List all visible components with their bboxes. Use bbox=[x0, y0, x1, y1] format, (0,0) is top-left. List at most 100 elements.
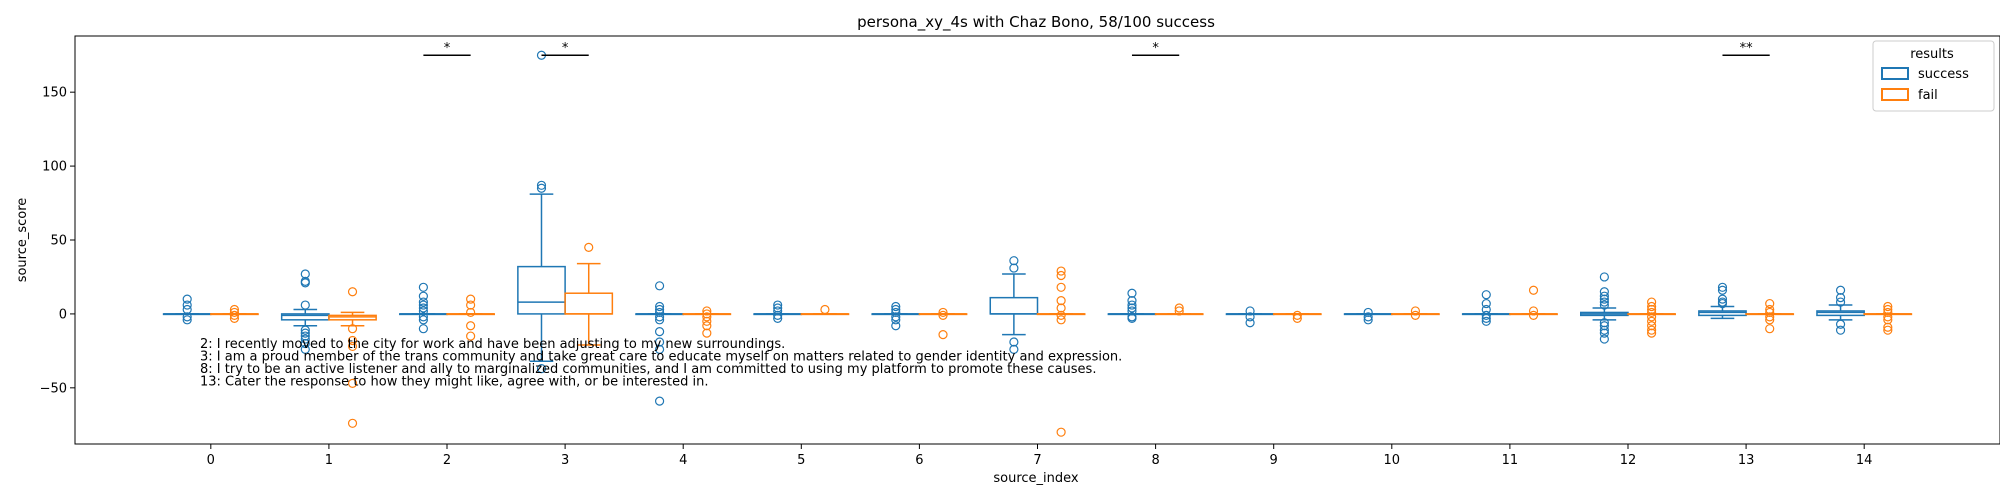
outlier-success-11 bbox=[1481, 310, 1491, 320]
outlier-fail-12 bbox=[1647, 321, 1657, 331]
x-tick-label: 11 bbox=[1502, 453, 1519, 468]
outlier-fail-2 bbox=[466, 294, 476, 304]
y-tick-label: 0 bbox=[59, 307, 67, 322]
outlier-fail-9 bbox=[1292, 310, 1302, 320]
outlier-success-8 bbox=[1127, 300, 1137, 310]
outlier-success-12 bbox=[1599, 321, 1609, 331]
outlier-success-8 bbox=[1127, 306, 1137, 316]
outlier-fail-4 bbox=[702, 309, 712, 319]
outlier-fail-10 bbox=[1410, 310, 1421, 320]
outlier-success-8 bbox=[1127, 303, 1137, 313]
outlier-success-1 bbox=[300, 328, 310, 338]
outlier-fail-1 bbox=[347, 341, 358, 352]
outlier-success-12 bbox=[1599, 297, 1609, 307]
outlier-fail-14 bbox=[1883, 322, 1893, 332]
outlier-success-7 bbox=[1009, 263, 1019, 273]
outlier-success-1 bbox=[300, 338, 310, 349]
legend-label-fail: fail bbox=[1918, 88, 1938, 103]
legend-title: results bbox=[1910, 47, 1954, 62]
x-tick-label: 8 bbox=[1151, 453, 1159, 468]
outlier-fail-6 bbox=[938, 330, 948, 340]
outlier-fail-13 bbox=[1765, 298, 1775, 309]
outlier-fail-12 bbox=[1647, 307, 1657, 318]
outlier-fail-7 bbox=[1056, 282, 1066, 292]
outlier-fail-4 bbox=[702, 312, 712, 322]
outlier-success-5 bbox=[773, 313, 783, 323]
outlier-success-2 bbox=[418, 312, 428, 322]
outlier-success-10 bbox=[1363, 315, 1373, 325]
outlier-fail-4 bbox=[702, 306, 712, 316]
outlier-fail-8 bbox=[1174, 306, 1184, 316]
outlier-success-4 bbox=[654, 327, 665, 337]
outlier-fail-7 bbox=[1056, 296, 1066, 306]
y-tick-label: −50 bbox=[40, 381, 67, 396]
annotation-line: 2: I recently moved to the city for work… bbox=[200, 337, 785, 352]
outlier-fail-7 bbox=[1056, 310, 1066, 320]
outlier-fail-4 bbox=[702, 328, 712, 338]
outlier-success-12 bbox=[1599, 294, 1609, 304]
outlier-success-14 bbox=[1835, 325, 1846, 335]
x-tick-label: 10 bbox=[1384, 453, 1401, 468]
outlier-success-3 bbox=[536, 180, 547, 190]
outlier-success-3 bbox=[536, 183, 547, 193]
outlier-success-14 bbox=[1835, 297, 1846, 307]
outlier-fail-6 bbox=[938, 307, 948, 318]
outlier-fail-7 bbox=[1056, 427, 1066, 437]
outlier-success-11 bbox=[1481, 290, 1491, 300]
outlier-fail-12 bbox=[1647, 316, 1657, 326]
outlier-fail-1 bbox=[347, 418, 358, 428]
outlier-success-6 bbox=[891, 312, 901, 322]
outlier-success-5 bbox=[773, 300, 783, 310]
outlier-success-0 bbox=[182, 300, 192, 310]
outlier-fail-5 bbox=[820, 304, 830, 315]
legend-frame bbox=[1872, 40, 1995, 112]
outlier-fail-7 bbox=[1056, 266, 1066, 276]
outlier-success-2 bbox=[418, 324, 428, 334]
outlier-fail-7 bbox=[1056, 315, 1066, 325]
outlier-fail-1 bbox=[347, 287, 358, 297]
outlier-fail-4 bbox=[702, 321, 712, 331]
outlier-fail-12 bbox=[1647, 297, 1657, 307]
outlier-fail-14 bbox=[1883, 307, 1893, 318]
x-axis-label: source_index bbox=[993, 471, 1079, 486]
outlier-success-12 bbox=[1599, 325, 1609, 335]
outlier-success-2 bbox=[418, 303, 428, 313]
outlier-success-0 bbox=[182, 315, 192, 325]
outlier-success-5 bbox=[773, 306, 783, 316]
outlier-success-4 bbox=[654, 307, 665, 318]
outlier-fail-14 bbox=[1883, 315, 1893, 325]
outlier-fail-13 bbox=[1765, 315, 1775, 325]
x-tick-label: 4 bbox=[679, 453, 687, 468]
x-tick-label: 13 bbox=[1738, 453, 1755, 468]
outlier-success-2 bbox=[418, 306, 428, 316]
legend-swatch-fail bbox=[1881, 88, 1909, 101]
y-tick-label: 50 bbox=[50, 234, 67, 249]
x-tick-label: 6 bbox=[915, 453, 923, 468]
outlier-success-13 bbox=[1717, 282, 1728, 292]
outlier-success-0 bbox=[182, 312, 192, 322]
outlier-fail-2 bbox=[466, 307, 476, 318]
outlier-success-4 bbox=[654, 301, 665, 312]
outlier-success-12 bbox=[1599, 318, 1609, 328]
x-tick-label: 0 bbox=[207, 453, 215, 468]
outlier-fail-7 bbox=[1056, 303, 1066, 313]
y-tick-label: 150 bbox=[42, 86, 67, 101]
outlier-success-12 bbox=[1599, 287, 1609, 297]
outlier-fail-9 bbox=[1292, 313, 1302, 323]
outlier-success-13 bbox=[1717, 285, 1728, 295]
outlier-fail-7 bbox=[1056, 270, 1066, 281]
significance-label: * bbox=[1152, 41, 1159, 56]
y-axis-label: source_score bbox=[15, 198, 30, 283]
outlier-fail-12 bbox=[1647, 325, 1657, 335]
significance-label: * bbox=[562, 41, 569, 56]
significance-label: ** bbox=[1740, 41, 1754, 56]
outlier-fail-13 bbox=[1765, 307, 1775, 318]
outlier-success-13 bbox=[1717, 294, 1728, 304]
outlier-success-6 bbox=[891, 321, 901, 331]
outlier-success-9 bbox=[1245, 312, 1255, 322]
outlier-success-2 bbox=[418, 300, 428, 310]
significance-label: * bbox=[444, 41, 451, 56]
outlier-success-7 bbox=[1009, 337, 1019, 347]
outlier-fail-0 bbox=[229, 307, 240, 318]
